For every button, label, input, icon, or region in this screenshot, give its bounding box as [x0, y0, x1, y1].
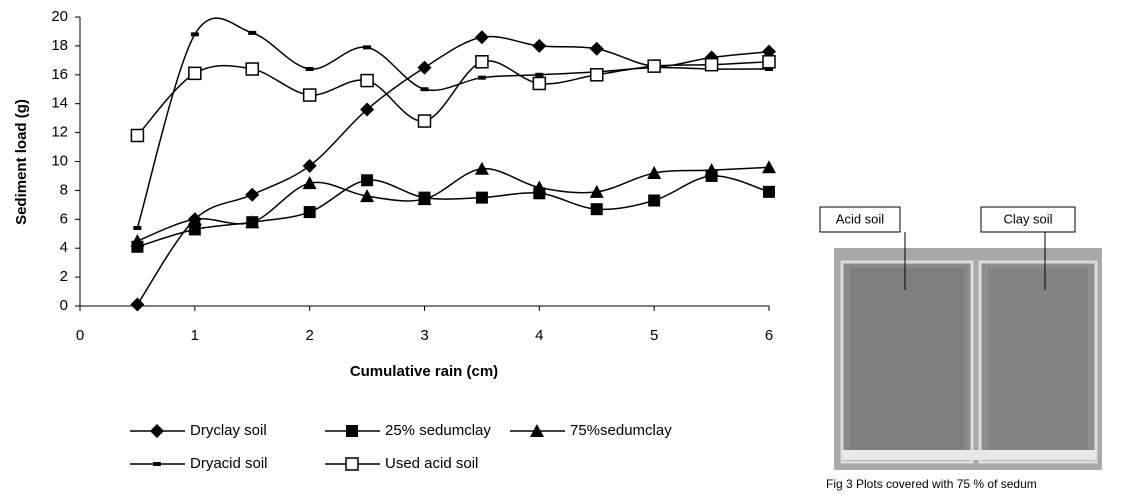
- y-tick-label: 12: [51, 124, 68, 141]
- photo: [819, 206, 1102, 470]
- marker: [590, 203, 603, 216]
- series-line: [137, 175, 770, 248]
- marker: [474, 30, 489, 45]
- marker: [762, 55, 776, 69]
- marker: [532, 76, 547, 91]
- legend-label: Used acid soil: [385, 455, 478, 472]
- marker: [302, 158, 317, 173]
- marker: [474, 161, 489, 175]
- marker: [648, 194, 661, 207]
- marker: [130, 128, 145, 143]
- marker: [245, 215, 260, 229]
- marker: [245, 62, 259, 76]
- marker: [530, 424, 544, 437]
- marker: [535, 72, 544, 77]
- marker: [153, 462, 161, 466]
- legend-label: 25% sedumclay: [385, 422, 491, 439]
- marker: [345, 457, 359, 471]
- marker: [590, 68, 604, 82]
- marker: [150, 424, 164, 438]
- x-tick-label: 6: [765, 327, 773, 344]
- y-tick-label: 6: [60, 210, 68, 227]
- x-tick-label: 5: [650, 327, 658, 344]
- marker: [589, 41, 604, 56]
- marker: [302, 176, 317, 190]
- y-tick-label: 4: [60, 239, 68, 256]
- marker: [188, 66, 202, 81]
- marker: [762, 160, 776, 174]
- legend-label: 75%sedumclay: [570, 422, 672, 439]
- marker: [360, 102, 375, 117]
- y-tick-label: 18: [51, 37, 68, 54]
- marker: [187, 212, 202, 226]
- marker: [417, 192, 432, 206]
- marker: [765, 67, 773, 72]
- x-tick-label: 2: [305, 327, 313, 344]
- x-axis-title: Cumulative rain (cm): [350, 363, 498, 380]
- marker: [420, 87, 429, 92]
- marker: [647, 59, 661, 73]
- y-tick-label: 2: [60, 268, 68, 285]
- y-tick-label: 16: [51, 66, 68, 83]
- marker: [475, 55, 489, 69]
- photo-label: Acid soil: [836, 211, 885, 226]
- y-tick-label: 0: [60, 297, 68, 314]
- marker: [188, 223, 201, 236]
- marker: [245, 187, 260, 202]
- marker: [363, 45, 372, 50]
- marker: [305, 67, 314, 72]
- y-tick-label: 20: [51, 8, 68, 25]
- marker: [190, 32, 199, 37]
- marker: [532, 180, 547, 194]
- marker: [532, 38, 547, 53]
- marker: [417, 60, 432, 75]
- x-tick-label: 3: [420, 327, 428, 344]
- x-tick-label: 4: [535, 327, 543, 344]
- marker: [133, 225, 142, 230]
- marker: [704, 57, 719, 72]
- y-axis-title: Sediment load (g): [13, 99, 30, 225]
- series-line: [137, 166, 770, 242]
- series-line: [136, 60, 770, 136]
- marker: [704, 163, 719, 177]
- marker: [477, 75, 486, 80]
- marker: [130, 297, 145, 312]
- marker: [361, 174, 374, 187]
- marker: [248, 30, 257, 35]
- marker: [647, 166, 662, 180]
- y-tick-label: 10: [51, 152, 68, 169]
- x-tick-label: 0: [76, 327, 84, 344]
- marker: [360, 189, 375, 203]
- marker: [360, 73, 374, 88]
- legend-label: Dryclay soil: [190, 422, 267, 439]
- photo-caption: Fig 3 Plots covered with 75 % of sedum: [826, 477, 1037, 491]
- marker: [417, 114, 432, 128]
- marker: [763, 185, 775, 198]
- x-tick-label: 1: [191, 327, 199, 344]
- marker: [302, 88, 317, 102]
- y-tick-label: 14: [51, 95, 68, 112]
- marker: [130, 233, 145, 247]
- y-tick-label: 8: [60, 181, 68, 198]
- marker: [475, 191, 488, 204]
- marker: [346, 425, 358, 437]
- marker: [589, 184, 604, 198]
- marker: [303, 206, 316, 219]
- legend-label: Dryacid soil: [190, 455, 268, 472]
- photo-label: Clay soil: [1003, 211, 1052, 226]
